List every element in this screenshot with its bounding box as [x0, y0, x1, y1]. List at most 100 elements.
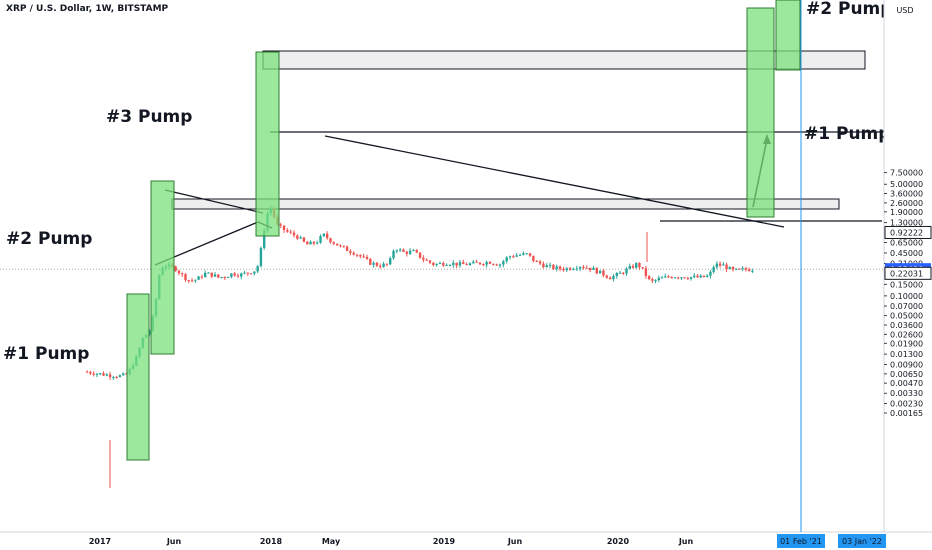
- candle-86: [369, 258, 372, 266]
- pump-box-1: [126, 293, 150, 461]
- candle-118: [475, 259, 478, 263]
- y-tick-label-24: 0.00230: [890, 400, 923, 409]
- candle-125: [498, 263, 502, 269]
- candle-body: [203, 272, 207, 278]
- candle-body: [217, 274, 220, 278]
- candle-68: [309, 240, 312, 245]
- candle-138: [542, 261, 545, 269]
- candle-165: [631, 264, 635, 269]
- x-tick-label-5: Jun: [507, 537, 523, 546]
- candle-body: [329, 238, 332, 243]
- candle-119: [478, 262, 482, 266]
- candle-body: [578, 266, 582, 269]
- candle-177: [670, 276, 673, 279]
- candle-185: [696, 273, 699, 278]
- candle-body: [555, 266, 558, 269]
- x-date-tag-8[interactable]: 01 Feb '21: [777, 534, 825, 548]
- x-tick-label-2: 2018: [260, 537, 283, 546]
- candle-116: [468, 262, 472, 266]
- candle-158: [608, 276, 612, 280]
- resistance-zone-top: [262, 50, 866, 70]
- candle-body: [667, 276, 670, 278]
- candle-135: [532, 255, 535, 263]
- candle-body: [246, 272, 250, 274]
- candle-body: [118, 375, 122, 378]
- candle-body: [243, 272, 246, 274]
- candle-105: [432, 262, 435, 267]
- candle-body: [488, 261, 492, 264]
- pump-box-2: [150, 180, 175, 355]
- candle-body: [575, 268, 578, 270]
- candle-body: [299, 237, 302, 239]
- candle-35: [200, 274, 204, 280]
- candle-body: [482, 264, 485, 266]
- candle-139: [545, 263, 548, 268]
- candle-6: [105, 373, 108, 377]
- candle-168: [641, 267, 644, 270]
- candle-body: [522, 253, 525, 255]
- y-tick-label-14: 0.07000: [890, 302, 923, 311]
- candle-body: [332, 242, 336, 244]
- candle-body: [187, 280, 190, 282]
- candle-body: [588, 267, 592, 270]
- candle-82: [355, 253, 359, 258]
- price-tag-3[interactable]: 0.22031: [884, 266, 932, 280]
- candle-172: [654, 279, 657, 284]
- candle-body: [641, 267, 644, 269]
- candle-body: [718, 263, 722, 266]
- candle-body: [508, 256, 512, 258]
- candle-74: [329, 237, 332, 244]
- candle-179: [676, 276, 680, 280]
- annotation-pump1-left: #1 Pump: [3, 344, 89, 364]
- candle-body: [412, 250, 415, 252]
- candle-137: [538, 260, 542, 266]
- candle-body: [631, 265, 635, 268]
- candle-body: [552, 264, 555, 269]
- candle-body: [365, 256, 369, 259]
- candle-body: [535, 261, 538, 263]
- candle-109: [445, 263, 448, 267]
- candle-1: [89, 370, 92, 376]
- candle-196: [731, 266, 735, 272]
- candle-143: [558, 265, 562, 272]
- x-tick-label-7: Jun: [678, 537, 694, 546]
- candle-body: [99, 373, 102, 375]
- candle-106: [435, 263, 438, 267]
- y-tick-label-8: 0.45000: [890, 249, 923, 258]
- candle-body: [699, 275, 702, 278]
- y-tick-label-19: 0.01300: [890, 350, 923, 359]
- candle-141: [552, 264, 555, 271]
- y-tick-label-16: 0.03600: [890, 321, 923, 330]
- candle-136: [535, 260, 538, 263]
- candle-36: [203, 270, 207, 278]
- candle-173: [657, 275, 660, 283]
- candle-132: [522, 251, 525, 256]
- candle-body: [121, 373, 125, 376]
- candle-body: [528, 253, 532, 256]
- candle-body: [728, 266, 731, 270]
- y-tick-label-1: 5.00000: [890, 180, 923, 189]
- candle-body: [558, 266, 562, 270]
- x-date-tag-9[interactable]: 03 Jan '22: [838, 534, 886, 548]
- candle-body: [622, 272, 625, 274]
- price-tag-0[interactable]: 0.92222: [884, 225, 932, 239]
- candle-body: [418, 252, 422, 258]
- candle-body: [296, 235, 299, 239]
- candle-body: [458, 262, 462, 266]
- x-tick-label-4: 2019: [433, 537, 456, 546]
- candle-body: [485, 261, 488, 265]
- candle-body: [89, 372, 92, 374]
- candle-72: [322, 233, 326, 238]
- candle-69: [312, 241, 316, 246]
- candle-160: [615, 272, 619, 279]
- candle-0: [85, 370, 89, 373]
- candle-49: [246, 272, 250, 276]
- candle-body: [249, 273, 253, 275]
- candle-body: [731, 266, 735, 270]
- candle-12: [125, 372, 128, 375]
- candle-78: [342, 245, 345, 248]
- candle-38: [210, 272, 213, 279]
